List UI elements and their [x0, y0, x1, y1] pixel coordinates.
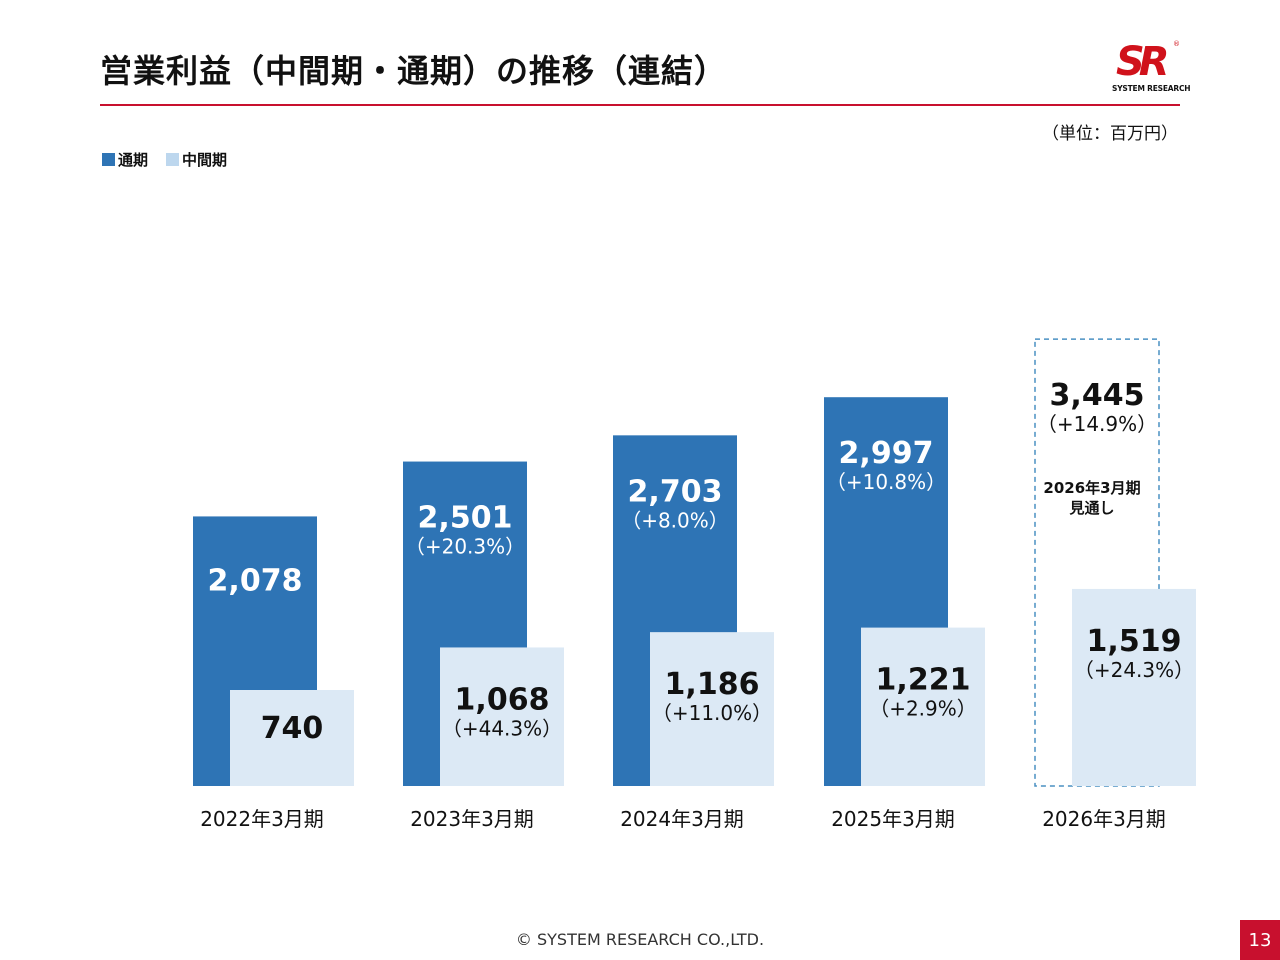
value-label-full-year: 2,997	[839, 436, 934, 471]
forecast-note-label: 見通し	[1068, 499, 1114, 517]
logo-company-name: SYSTEM RESEARCH	[1112, 84, 1191, 93]
growth-label-full-year: （+10.8%）	[826, 470, 946, 494]
chart-legend: 通期 中間期	[102, 149, 227, 170]
copyright-footer: © SYSTEM RESEARCH CO.,LTD.	[515, 930, 765, 949]
bar-interim	[1072, 588, 1196, 786]
page-title: 営業利益（中間期・通期）の推移（連結）	[100, 52, 728, 90]
company-logo: SR ® SYSTEM RESEARCH	[1110, 39, 1191, 94]
forecast-note-label: 2026年3月期	[1043, 479, 1140, 497]
value-label-full-year: 2,078	[208, 563, 303, 598]
page-number: 13	[1240, 920, 1280, 960]
growth-label-interim: （+2.9%）	[869, 697, 977, 721]
legend-label-interim: 中間期	[182, 151, 228, 169]
x-tick-label: 2026年3月期	[1042, 807, 1166, 831]
legend-label-full-year: 通期	[118, 151, 149, 169]
logo-registered-mark: ®	[1173, 40, 1180, 48]
value-label-interim: 1,068	[455, 682, 550, 717]
value-label-full-year: 2,703	[628, 474, 723, 509]
value-label-full-year: 3,445	[1050, 378, 1145, 413]
bar-interim	[861, 627, 985, 786]
growth-label-interim: （+24.3%）	[1074, 658, 1194, 682]
logo-mark: SR	[1116, 39, 1170, 85]
growth-label-interim: （+11.0%）	[652, 701, 772, 725]
growth-label-full-year: （+14.9%）	[1037, 412, 1157, 436]
value-label-interim: 1,186	[665, 667, 760, 702]
x-tick-label: 2023年3月期	[410, 807, 534, 831]
bar-interim	[650, 632, 774, 786]
growth-label-full-year: （+8.0%）	[621, 508, 729, 532]
value-label-interim: 740	[261, 711, 324, 746]
bar-interim	[440, 647, 564, 786]
bar-interim	[230, 690, 354, 786]
x-tick-label: 2022年3月期	[200, 807, 324, 831]
x-tick-label: 2025年3月期	[831, 807, 955, 831]
unit-label: （単位：百万円）	[1042, 124, 1178, 144]
legend-swatch-full-year	[102, 153, 115, 166]
legend-item-full-year: 通期	[102, 149, 148, 170]
legend-item-interim: 中間期	[166, 149, 227, 170]
value-label-full-year: 2,501	[418, 501, 513, 536]
x-tick-label: 2024年3月期	[620, 807, 744, 831]
legend-swatch-interim	[166, 153, 180, 166]
value-label-interim: 1,221	[876, 663, 971, 698]
title-underline	[100, 104, 1180, 106]
growth-label-interim: （+44.3%）	[442, 716, 562, 740]
growth-label-full-year: （+20.3%）	[405, 535, 525, 559]
value-label-interim: 1,519	[1087, 624, 1182, 659]
